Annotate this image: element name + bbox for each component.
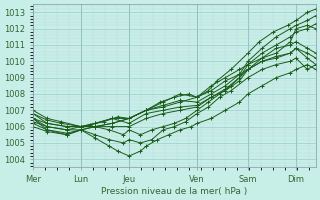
X-axis label: Pression niveau de la mer( hPa ): Pression niveau de la mer( hPa ) [101,187,247,196]
